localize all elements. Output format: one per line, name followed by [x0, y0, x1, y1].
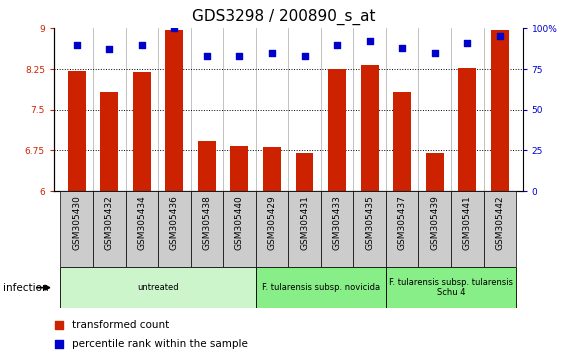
Point [332, 42, 341, 47]
Bar [60, 191, 93, 267]
Point [235, 53, 244, 59]
Bar [191, 191, 223, 267]
Bar [451, 191, 483, 267]
Text: GSM305440: GSM305440 [235, 195, 244, 250]
Bar [60, 267, 256, 308]
Bar [321, 191, 353, 267]
Point [105, 47, 114, 52]
Text: GSM305442: GSM305442 [495, 195, 504, 250]
Text: GSM305435: GSM305435 [365, 195, 374, 250]
Bar [328, 69, 346, 191]
Text: GDS3298 / 200890_s_at: GDS3298 / 200890_s_at [192, 9, 376, 25]
Bar [126, 191, 158, 267]
Point [268, 50, 277, 56]
Bar [68, 71, 86, 191]
Bar [386, 267, 516, 308]
Point [398, 45, 407, 51]
Bar [256, 191, 289, 267]
Text: infection: infection [3, 282, 48, 293]
Bar [223, 191, 256, 267]
Text: GSM305431: GSM305431 [300, 195, 309, 250]
Bar [353, 191, 386, 267]
Bar [101, 92, 118, 191]
Text: F. tularensis subsp. tularensis
Schu 4: F. tularensis subsp. tularensis Schu 4 [389, 278, 513, 297]
Bar [458, 68, 476, 191]
Point [202, 53, 211, 59]
Text: GSM305429: GSM305429 [268, 195, 277, 250]
Bar [386, 191, 419, 267]
Bar [361, 65, 378, 191]
Bar [198, 141, 216, 191]
Text: transformed count: transformed count [72, 320, 169, 330]
Point [365, 98, 374, 104]
Bar [158, 191, 191, 267]
Bar [426, 153, 444, 191]
Bar [393, 92, 411, 191]
Point [365, 272, 374, 278]
Text: GSM305434: GSM305434 [137, 195, 147, 250]
Point [495, 34, 504, 39]
Bar [133, 72, 151, 191]
Text: percentile rank within the sample: percentile rank within the sample [72, 339, 248, 349]
Bar [483, 191, 516, 267]
Point [72, 42, 81, 47]
Bar [419, 191, 451, 267]
Text: untreated: untreated [137, 283, 179, 292]
Point [463, 40, 472, 46]
Bar [93, 191, 126, 267]
Text: GSM305436: GSM305436 [170, 195, 179, 250]
Text: GSM305438: GSM305438 [202, 195, 211, 250]
Text: GSM305432: GSM305432 [105, 195, 114, 250]
Text: GSM305437: GSM305437 [398, 195, 407, 250]
Bar [263, 147, 281, 191]
Bar [289, 191, 321, 267]
Point [365, 39, 374, 44]
Text: GSM305439: GSM305439 [430, 195, 439, 250]
Point [300, 53, 309, 59]
Text: F. tularensis subsp. novicida: F. tularensis subsp. novicida [262, 283, 380, 292]
Text: GSM305430: GSM305430 [72, 195, 81, 250]
Bar [231, 146, 248, 191]
Bar [165, 30, 183, 191]
Point [430, 50, 439, 56]
Point [137, 42, 147, 47]
Bar [295, 153, 314, 191]
Text: GSM305433: GSM305433 [333, 195, 341, 250]
Bar [491, 30, 509, 191]
Point [170, 25, 179, 31]
Text: GSM305441: GSM305441 [463, 195, 472, 250]
Bar [256, 267, 386, 308]
